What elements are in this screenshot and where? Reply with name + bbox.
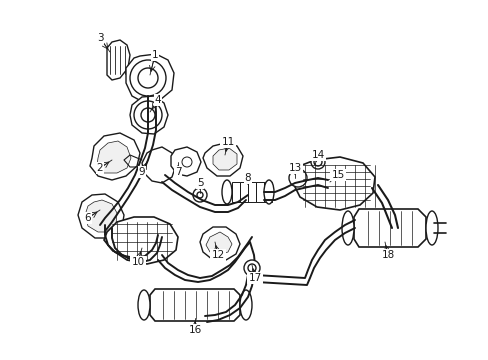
Text: 1: 1 <box>151 50 158 60</box>
Polygon shape <box>150 289 240 321</box>
Text: 13: 13 <box>288 163 301 173</box>
Polygon shape <box>203 143 243 176</box>
Text: 10: 10 <box>131 257 144 267</box>
Bar <box>240 182 247 202</box>
Text: 18: 18 <box>381 250 394 260</box>
Circle shape <box>288 169 306 187</box>
Text: 2: 2 <box>97 163 103 173</box>
Text: 4: 4 <box>154 95 161 105</box>
Circle shape <box>130 60 165 96</box>
Ellipse shape <box>240 290 251 320</box>
Polygon shape <box>213 148 237 170</box>
Bar <box>264 182 271 202</box>
Circle shape <box>141 108 155 122</box>
Bar <box>256 182 264 202</box>
Text: 6: 6 <box>84 213 91 223</box>
Text: 9: 9 <box>139 167 145 177</box>
Ellipse shape <box>341 211 353 245</box>
Polygon shape <box>90 133 140 180</box>
Polygon shape <box>290 170 305 186</box>
Text: 17: 17 <box>248 273 261 283</box>
Circle shape <box>193 188 206 202</box>
Text: 16: 16 <box>188 325 201 335</box>
Polygon shape <box>292 157 374 210</box>
Text: 12: 12 <box>211 250 224 260</box>
Text: 14: 14 <box>311 150 324 160</box>
Text: 8: 8 <box>244 173 251 183</box>
Polygon shape <box>142 147 176 183</box>
Circle shape <box>182 157 192 167</box>
Circle shape <box>247 264 256 272</box>
Text: 15: 15 <box>331 170 344 180</box>
Circle shape <box>313 158 321 166</box>
Polygon shape <box>353 209 425 247</box>
Circle shape <box>197 192 203 198</box>
Polygon shape <box>126 54 174 102</box>
Text: 5: 5 <box>196 178 203 188</box>
Polygon shape <box>107 40 130 80</box>
Polygon shape <box>171 147 201 176</box>
Polygon shape <box>78 194 124 238</box>
Polygon shape <box>200 227 240 260</box>
Polygon shape <box>85 200 117 232</box>
Polygon shape <box>130 96 168 134</box>
Ellipse shape <box>425 211 437 245</box>
Ellipse shape <box>264 180 273 204</box>
Bar <box>247 182 256 202</box>
Polygon shape <box>97 141 131 173</box>
Circle shape <box>310 155 325 169</box>
Text: 3: 3 <box>97 33 103 43</box>
Polygon shape <box>205 232 231 255</box>
Circle shape <box>138 68 158 88</box>
Ellipse shape <box>138 290 150 320</box>
Text: 7: 7 <box>174 167 181 177</box>
Text: 11: 11 <box>221 137 234 147</box>
Bar <box>231 182 240 202</box>
Polygon shape <box>104 217 178 264</box>
Ellipse shape <box>222 180 231 204</box>
Circle shape <box>134 101 162 129</box>
Circle shape <box>244 260 260 276</box>
